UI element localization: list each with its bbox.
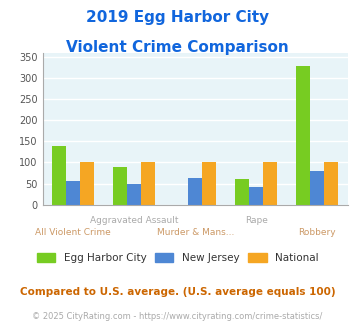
Text: Rape: Rape <box>245 216 268 225</box>
Bar <box>296 66 310 205</box>
Bar <box>249 187 263 205</box>
Bar <box>127 183 141 205</box>
Text: Violent Crime Comparison: Violent Crime Comparison <box>66 40 289 54</box>
Bar <box>263 162 277 205</box>
Bar <box>80 162 94 205</box>
Bar <box>235 179 249 205</box>
Bar <box>188 179 202 205</box>
Text: Compared to U.S. average. (U.S. average equals 100): Compared to U.S. average. (U.S. average … <box>20 287 335 297</box>
Text: Robbery: Robbery <box>299 228 336 237</box>
Text: Aggravated Assault: Aggravated Assault <box>90 216 179 225</box>
Bar <box>66 181 80 205</box>
Text: © 2025 CityRating.com - https://www.cityrating.com/crime-statistics/: © 2025 CityRating.com - https://www.city… <box>32 312 323 321</box>
Text: Murder & Mans...: Murder & Mans... <box>157 228 234 237</box>
Bar <box>310 171 324 205</box>
Bar <box>52 147 66 205</box>
Bar <box>202 162 216 205</box>
Text: 2019 Egg Harbor City: 2019 Egg Harbor City <box>86 10 269 25</box>
Bar <box>113 168 127 205</box>
Legend: Egg Harbor City, New Jersey, National: Egg Harbor City, New Jersey, National <box>37 253 318 263</box>
Text: All Violent Crime: All Violent Crime <box>35 228 111 237</box>
Bar <box>324 162 338 205</box>
Bar <box>141 162 155 205</box>
